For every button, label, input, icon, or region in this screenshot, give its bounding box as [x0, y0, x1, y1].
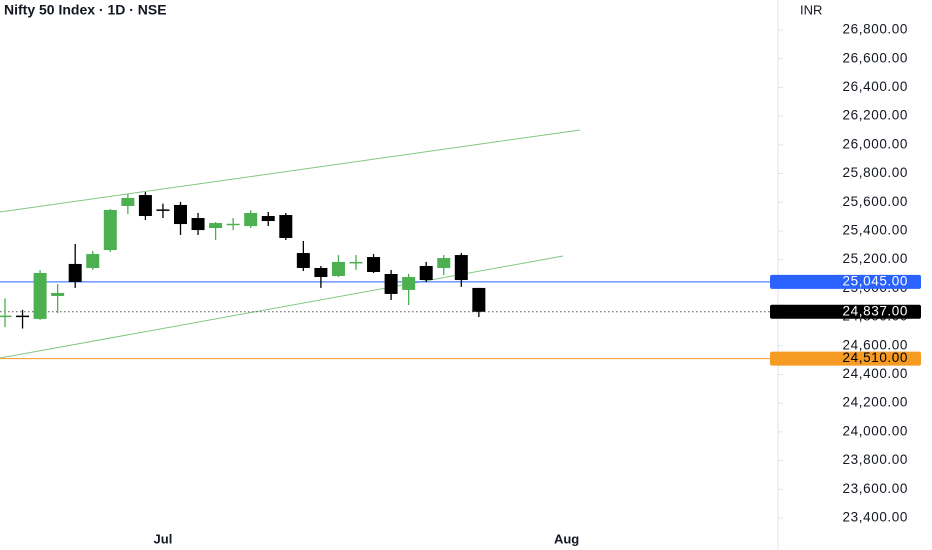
channel-upper	[0, 129, 581, 213]
candle-body	[349, 261, 363, 264]
candle-body	[331, 261, 345, 277]
price-label: 25,045.00	[843, 273, 908, 288]
y-tick-label: 25,200.00	[843, 251, 908, 266]
y-tick-label: 24,600.00	[843, 337, 908, 352]
currency: INR	[800, 2, 822, 17]
candle-body	[472, 287, 486, 312]
price-label: 24,510.00	[843, 350, 908, 365]
candle-body	[367, 257, 381, 272]
y-tick-label: 26,800.00	[843, 22, 908, 37]
candle-body	[209, 223, 223, 229]
y-tick-label: 26,600.00	[843, 50, 908, 65]
y-tick-label: 25,400.00	[843, 222, 908, 237]
plot-group: 25,045.00 24,510.00 24,837.00	[0, 192, 921, 366]
candle-body	[419, 265, 433, 281]
y-tick-label: 24,400.00	[843, 366, 908, 381]
x-tick-label: Aug	[554, 531, 579, 546]
channel-lower	[0, 255, 564, 359]
candle-body	[279, 215, 293, 238]
candle-body	[191, 218, 205, 231]
candle-body	[174, 204, 187, 225]
y-tick-label: 26,200.00	[843, 108, 908, 123]
y-tick-label: 26,000.00	[843, 136, 908, 151]
candle-body	[261, 216, 275, 222]
candle-body	[51, 292, 65, 296]
candle-body	[454, 255, 468, 281]
chart-title: Nifty 50 Index · 1D · NSE	[4, 2, 167, 18]
candle-body	[33, 272, 47, 319]
candle-body	[138, 195, 152, 217]
y-tick-label: 23,600.00	[843, 481, 908, 496]
candle-body	[16, 315, 30, 318]
y-tick-label: 26,400.00	[843, 79, 908, 94]
candle-body	[296, 253, 310, 268]
candle-body	[226, 223, 240, 226]
candle-body	[103, 209, 117, 251]
candle-body	[121, 197, 135, 206]
candle-body	[68, 263, 82, 283]
y-tick-label: 23,400.00	[843, 510, 908, 525]
price-label-box	[770, 274, 921, 289]
price-label: 24,837.00	[843, 303, 908, 318]
y-tick-label: 25,800.00	[843, 165, 908, 180]
candle-body	[156, 209, 170, 211]
y-tick-label: 25,600.00	[843, 194, 908, 209]
x-tick-label: Jul	[154, 531, 173, 546]
y-tick-label: 24,200.00	[843, 395, 908, 410]
candle-body	[402, 277, 416, 290]
y-tick-label: 24,000.00	[843, 423, 908, 438]
price-label-box	[770, 351, 921, 366]
candle-body	[86, 254, 100, 268]
candle-body	[314, 267, 328, 278]
price-label-box	[770, 304, 921, 319]
candle-body	[0, 315, 12, 318]
candle-body	[384, 273, 398, 294]
y-tick-label: 23,800.00	[843, 452, 908, 467]
candle-body	[244, 212, 258, 227]
candle-body	[437, 258, 451, 268]
